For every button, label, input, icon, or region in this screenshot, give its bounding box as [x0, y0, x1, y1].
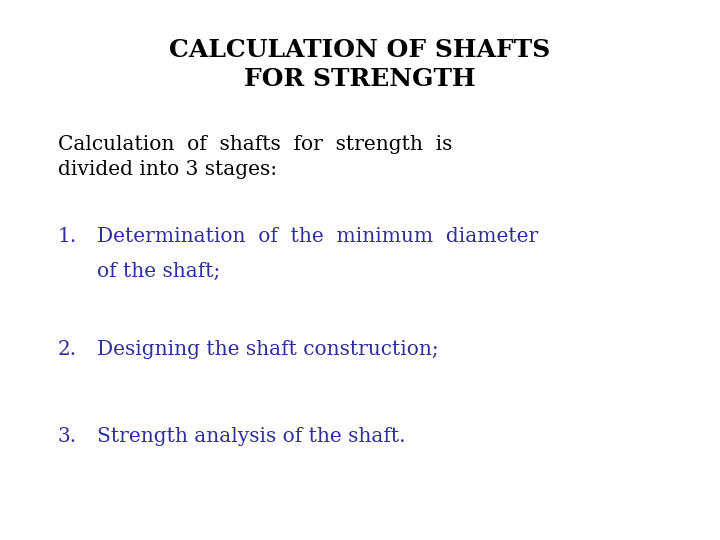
Text: Strength analysis of the shaft.: Strength analysis of the shaft.: [97, 427, 405, 446]
Text: 3.: 3.: [58, 427, 77, 446]
Text: 1.: 1.: [58, 227, 77, 246]
Text: Calculation  of  shafts  for  strength  is
divided into 3 stages:: Calculation of shafts for strength is di…: [58, 135, 452, 179]
Text: Designing the shaft construction;: Designing the shaft construction;: [97, 340, 438, 359]
Text: 2.: 2.: [58, 340, 77, 359]
Text: Determination  of  the  minimum  diameter: Determination of the minimum diameter: [97, 227, 539, 246]
Text: CALCULATION OF SHAFTS
FOR STRENGTH: CALCULATION OF SHAFTS FOR STRENGTH: [169, 38, 551, 91]
Text: of the shaft;: of the shaft;: [97, 262, 220, 281]
